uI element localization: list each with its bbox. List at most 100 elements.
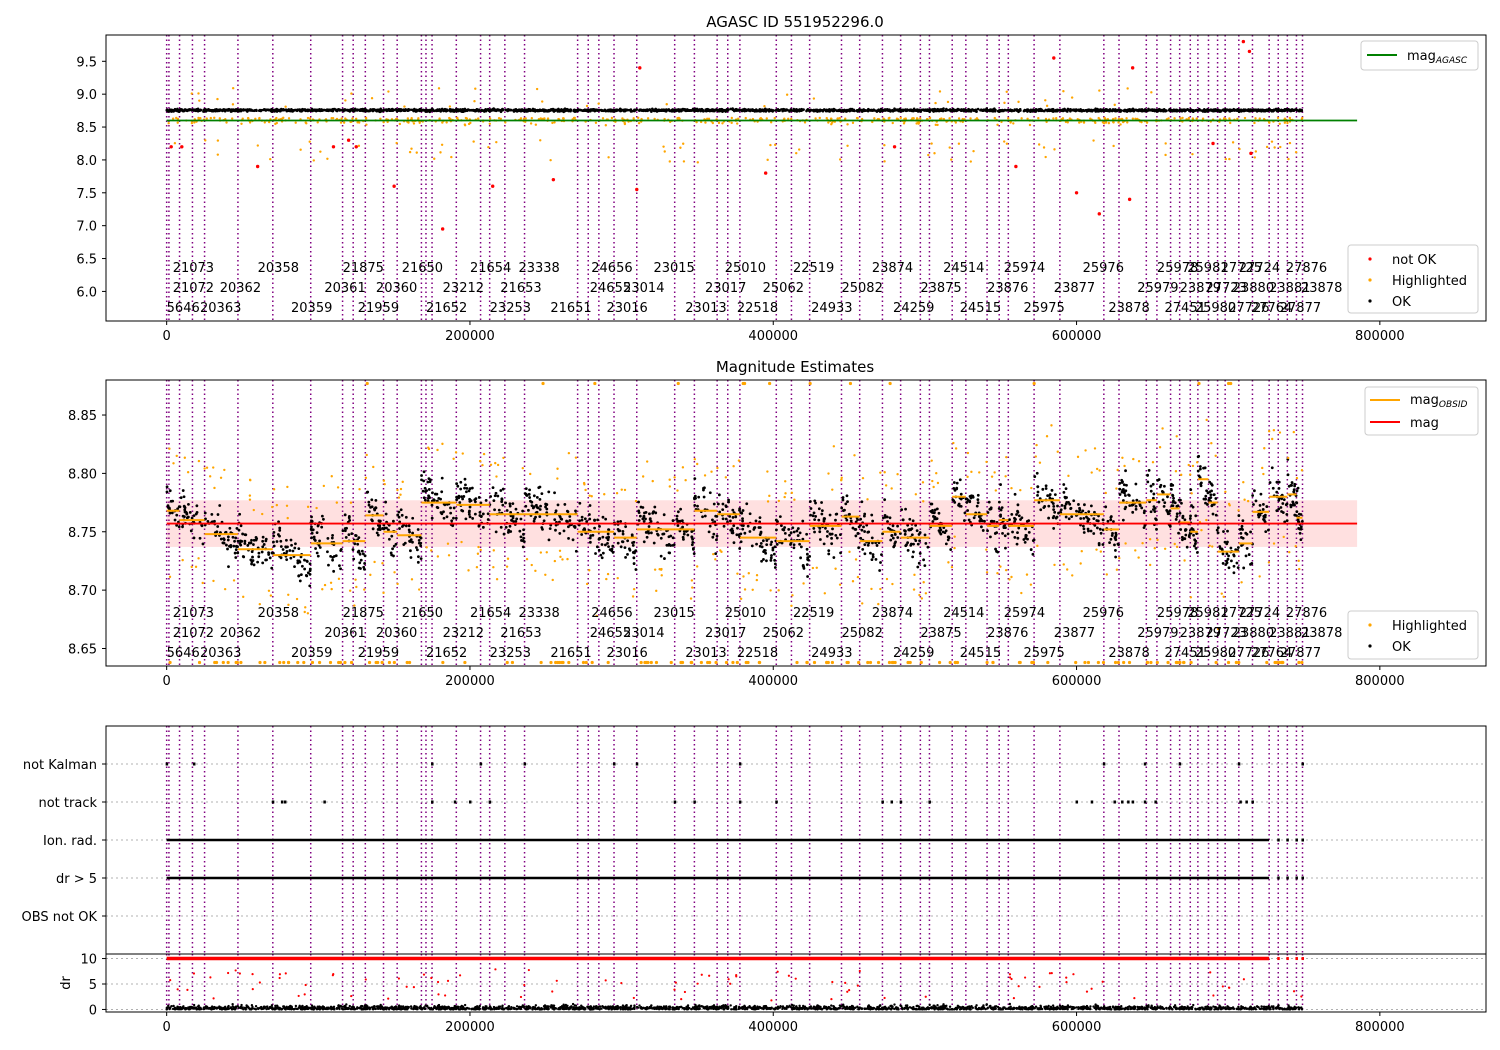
highlighted-point — [856, 116, 859, 120]
highlighted-point — [494, 461, 497, 465]
ok-point — [889, 538, 893, 542]
highlighted-point — [695, 120, 698, 124]
ok-point — [185, 512, 189, 516]
ok-point — [871, 541, 874, 545]
ok-point — [597, 548, 601, 552]
ok-point — [201, 542, 205, 546]
ok-point — [676, 510, 680, 514]
ok-point — [390, 109, 394, 112]
ok-point — [251, 559, 255, 562]
ok-point — [990, 109, 994, 113]
highlighted-point — [784, 480, 787, 483]
ok-point — [314, 547, 317, 550]
ok-point — [796, 108, 799, 112]
highlighted-point — [703, 474, 707, 477]
ok-point — [260, 550, 264, 554]
highlighted-point — [896, 473, 899, 476]
highlighted-point — [972, 149, 975, 153]
ok-point — [528, 499, 532, 503]
ok-point — [568, 519, 572, 522]
obsid-label: 25978 — [1157, 261, 1198, 276]
ok-point — [566, 510, 570, 514]
highlighted-point — [208, 475, 212, 478]
highlighted-point — [201, 581, 204, 585]
highlighted-point — [337, 577, 341, 581]
ok-point — [494, 530, 498, 534]
highlighted-point — [350, 92, 353, 95]
ok-point — [435, 505, 439, 509]
ok-point — [378, 528, 382, 532]
ok-point — [556, 110, 560, 113]
ok-point — [233, 551, 237, 555]
highlighted-point — [1228, 117, 1231, 120]
ok-point — [252, 543, 255, 546]
highlighted-point — [957, 142, 961, 145]
ok-point — [385, 526, 388, 530]
ok-point — [909, 543, 913, 547]
ok-point — [623, 109, 627, 112]
ok-point — [1069, 109, 1072, 113]
ok-point — [619, 519, 623, 523]
ok-point — [359, 567, 362, 570]
ok-point — [485, 108, 489, 112]
highlighted-point — [534, 569, 537, 573]
ok-point — [273, 108, 277, 112]
ok-point — [242, 109, 245, 112]
highlighted-point — [848, 550, 851, 554]
highlighted-point — [398, 122, 402, 126]
highlighted-point — [681, 466, 685, 469]
ok-point — [225, 543, 228, 547]
ok-point — [569, 109, 572, 112]
ok-point — [634, 568, 638, 571]
ok-point — [711, 535, 715, 539]
ok-point — [455, 495, 458, 499]
ok-point — [1197, 108, 1201, 112]
highlighted-point — [335, 117, 339, 121]
obsid-label: 24259 — [893, 301, 934, 316]
highlighted-point — [737, 117, 740, 120]
ok-point — [619, 109, 622, 112]
ok-point — [330, 536, 334, 540]
obsid-label: 21072 — [173, 281, 214, 296]
ok-point — [481, 512, 485, 516]
ok-point — [253, 109, 256, 112]
ok-point — [173, 518, 177, 522]
highlighted-point — [793, 498, 796, 501]
ok-point — [832, 556, 836, 559]
ok-point — [239, 524, 243, 528]
highlighted-point — [927, 153, 930, 157]
ok-point — [955, 486, 959, 490]
highlighted-point — [539, 139, 542, 142]
ok-point — [667, 543, 670, 547]
ok-point — [246, 544, 250, 547]
highlighted-point — [651, 479, 654, 483]
ok-point — [1085, 108, 1089, 112]
highlighted-point — [918, 593, 921, 597]
ok-point — [741, 527, 745, 531]
ok-point — [365, 490, 369, 494]
ok-point — [606, 532, 610, 536]
highlighted-point — [396, 582, 399, 586]
ok-point — [521, 509, 525, 513]
ok-point — [956, 108, 960, 112]
highlighted-point — [254, 117, 257, 121]
ok-point — [686, 533, 690, 537]
ok-point — [525, 494, 529, 497]
ok-point — [798, 531, 802, 535]
obsid-label: 23338 — [518, 261, 559, 276]
not-ok-point — [635, 187, 639, 192]
ok-point — [1067, 108, 1071, 111]
ok-point — [182, 109, 185, 113]
ok-point — [211, 109, 214, 112]
highlighted-point — [604, 124, 608, 127]
ok-point — [315, 551, 319, 555]
highlighted-point — [559, 555, 562, 559]
highlighted-point — [487, 145, 490, 149]
ok-point — [515, 517, 519, 521]
highlighted-point — [342, 121, 346, 124]
ok-point — [948, 108, 952, 112]
ok-point — [291, 549, 295, 553]
ok-point — [841, 496, 845, 499]
ok-point — [1202, 108, 1206, 112]
obsid-label: 23016 — [606, 301, 647, 316]
